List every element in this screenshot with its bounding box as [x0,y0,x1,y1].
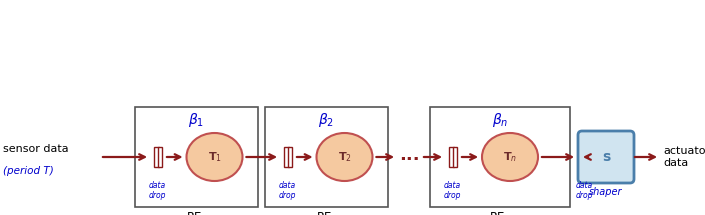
Text: ...: ... [399,146,419,164]
Text: T$_2$: T$_2$ [338,150,351,164]
Text: s: s [602,150,610,164]
Ellipse shape [482,133,538,181]
Text: $\beta_n$: $\beta_n$ [492,111,508,129]
Text: data
drop: data drop [443,181,461,200]
Bar [288,147,293,167]
Ellipse shape [187,133,243,181]
Text: PE$_n$: PE$_n$ [489,211,510,215]
Bar [453,147,458,167]
Bar [430,107,570,207]
Bar [135,107,258,207]
Text: T$_1$: T$_1$ [207,150,221,164]
Bar [284,147,288,167]
Text: actuator
data: actuator data [663,146,705,168]
Text: $\beta_2$: $\beta_2$ [319,111,335,129]
Text: $\beta_1$: $\beta_1$ [188,111,204,129]
Bar [581,147,586,167]
Bar [158,147,162,167]
Text: data
drop: data drop [278,181,296,200]
Bar [584,147,589,167]
Text: PE$_1$: PE$_1$ [186,211,207,215]
Bar [449,147,453,167]
Text: shaper: shaper [589,187,623,197]
Bar [265,107,388,207]
Text: (period T): (period T) [3,166,54,176]
Text: data
drop: data drop [575,181,593,200]
Text: sensor data: sensor data [3,144,68,154]
FancyBboxPatch shape [578,131,634,183]
Text: PE$_2$: PE$_2$ [316,211,337,215]
Text: data
drop: data drop [148,181,166,200]
Ellipse shape [317,133,372,181]
Text: T$_n$: T$_n$ [503,150,517,164]
Bar [154,147,159,167]
